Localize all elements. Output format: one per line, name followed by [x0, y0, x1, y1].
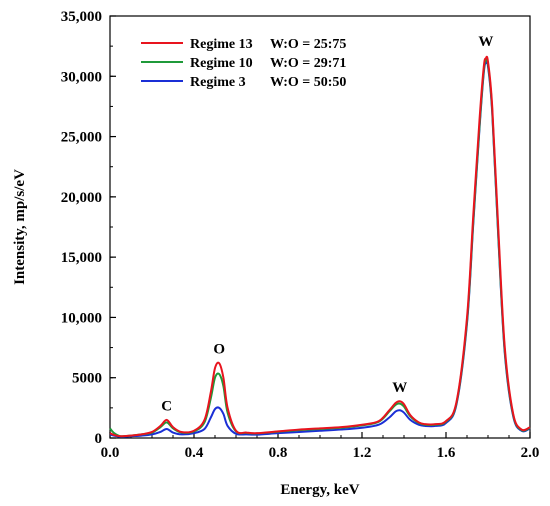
legend-series-name: Regime 3 [190, 75, 246, 90]
y-tick-label: 10,000 [61, 310, 102, 326]
peak-annotations: C O W W [161, 34, 493, 414]
peak-label: W [392, 380, 407, 396]
series-line-2 [109, 57, 531, 438]
series-line-3 [109, 60, 531, 438]
peak-label: O [213, 342, 225, 358]
peak-label: W [478, 34, 493, 50]
y-tick-label: 35,000 [61, 9, 102, 25]
legend-series-name: Regime 13 [190, 37, 253, 52]
x-tick-label: 0.0 [101, 445, 120, 461]
y-tick-label: 25,000 [61, 130, 102, 146]
legend-ratio: W:O = 50:50 [270, 75, 346, 90]
x-tick-label: 2.0 [521, 445, 540, 461]
x-axis-label: Energy, keV [280, 482, 359, 498]
y-axis-label: Intensity, mp/s/eV [12, 169, 28, 285]
peak-label: C [161, 398, 172, 414]
x-tick-label: 0.4 [185, 445, 204, 461]
series-line-1 [109, 55, 531, 438]
y-tick-label: 15,000 [61, 250, 102, 266]
x-tick-label: 1.2 [353, 445, 372, 461]
y-tick-label: 30,000 [61, 69, 102, 85]
legend-ratio: W:O = 25:75 [270, 37, 346, 52]
legend-series-name: Regime 10 [190, 56, 253, 71]
legend-ratio: W:O = 29:71 [270, 56, 346, 71]
x-tick-label: 0.8 [269, 445, 288, 461]
y-axis: 0 5000 10,000 15,000 20,000 25,000 30,000 35,00… [61, 9, 116, 447]
y-tick-label: 5000 [72, 371, 102, 387]
x-axis: 0.0 0.4 0.8 1.2 1.6 2.0 [101, 432, 540, 461]
x-tick-label: 1.6 [437, 445, 456, 461]
series-lines [109, 55, 531, 438]
legend: Regime 13 W:O = 25:75 Regime 10 W:O = 29:71… [141, 37, 346, 90]
y-tick-label: 0 [95, 431, 103, 447]
y-tick-label: 20,000 [61, 190, 102, 206]
